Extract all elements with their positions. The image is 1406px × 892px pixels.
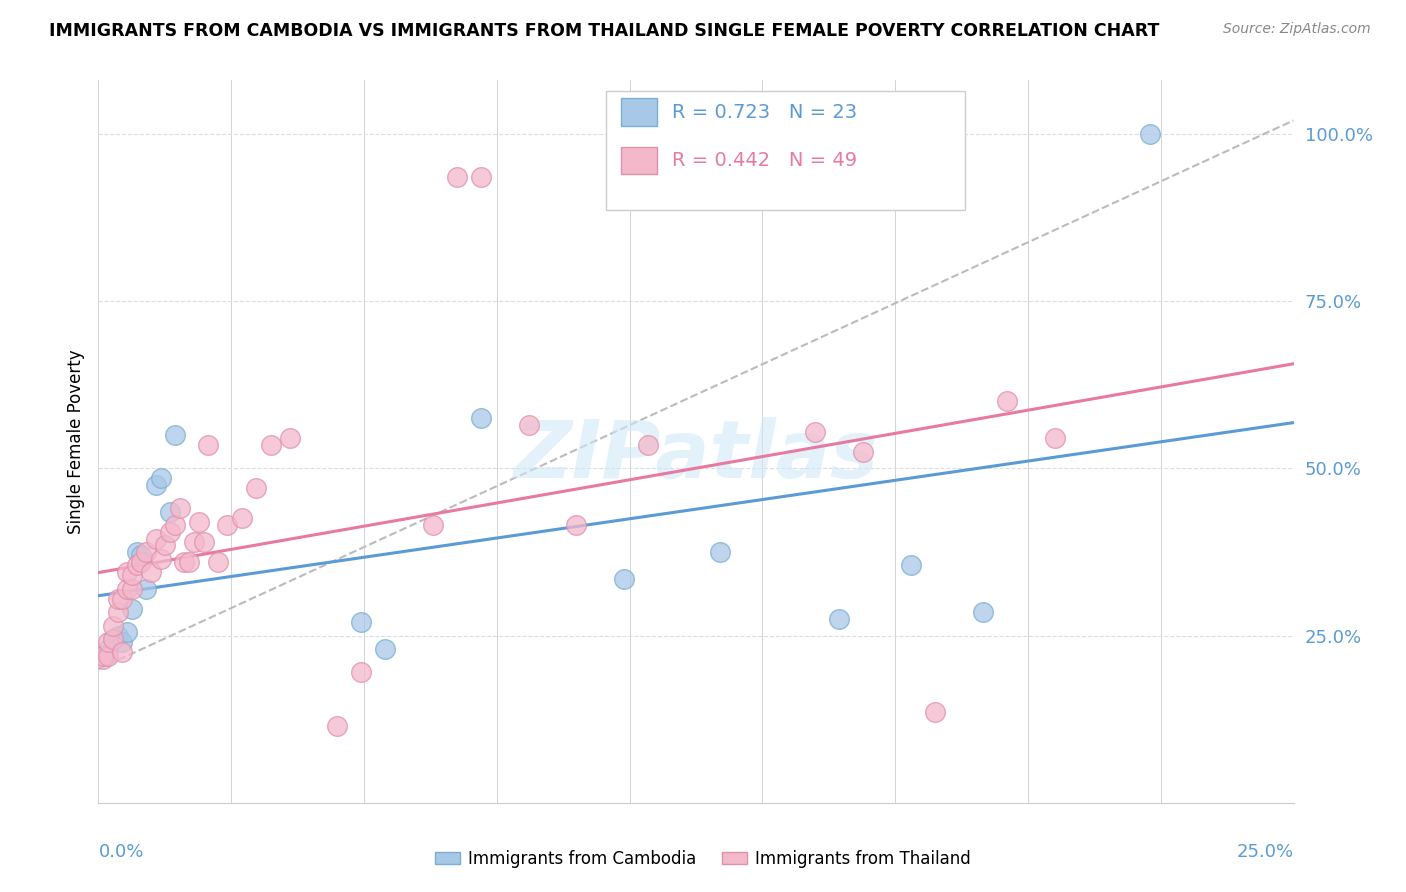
Point [135, 545, 157, 559]
Point [155, 538, 177, 552]
Text: R = 0.442   N = 49: R = 0.442 N = 49 [672, 151, 858, 170]
Point [374, 642, 396, 657]
Point [107, 591, 129, 606]
Point [97, 642, 120, 657]
Point [613, 572, 636, 586]
Legend: Immigrants from Cambodia, Immigrants from Thailand: Immigrants from Cambodia, Immigrants fro… [429, 844, 977, 875]
Point [139, 565, 162, 579]
Point [259, 438, 281, 452]
Point [115, 565, 138, 579]
Point [217, 518, 239, 533]
Point [169, 501, 191, 516]
Point [111, 645, 134, 659]
Point [135, 582, 157, 596]
Point [97, 648, 120, 663]
Point [828, 612, 851, 626]
Point [326, 719, 349, 733]
Point [197, 438, 219, 452]
Point [995, 394, 1018, 409]
Point [149, 551, 172, 566]
Text: R = 0.723   N = 23: R = 0.723 N = 23 [672, 103, 858, 121]
Point [231, 511, 253, 525]
Point [1043, 431, 1066, 445]
Point [173, 555, 195, 569]
Point [159, 524, 181, 539]
Point [121, 602, 143, 616]
Point [145, 532, 167, 546]
Point [97, 635, 120, 649]
Point [565, 518, 588, 533]
Point [125, 558, 148, 573]
Text: ZIPatlas: ZIPatlas [513, 417, 879, 495]
Point [91, 652, 114, 666]
Point [852, 444, 875, 458]
Text: Source: ZipAtlas.com: Source: ZipAtlas.com [1223, 22, 1371, 37]
Point [278, 431, 301, 445]
Point [101, 632, 124, 646]
Point [207, 555, 229, 569]
Point [900, 558, 922, 573]
Point [91, 648, 114, 663]
Point [637, 438, 659, 452]
Point [91, 648, 114, 663]
Point [159, 505, 181, 519]
Point [111, 591, 134, 606]
Point [163, 427, 186, 442]
Point [131, 548, 153, 563]
Point [804, 425, 827, 439]
Point [972, 605, 994, 619]
Point [107, 605, 129, 619]
Point [422, 518, 444, 533]
Text: IMMIGRANTS FROM CAMBODIA VS IMMIGRANTS FROM THAILAND SINGLE FEMALE POVERTY CORRE: IMMIGRANTS FROM CAMBODIA VS IMMIGRANTS F… [49, 22, 1160, 40]
Point [350, 665, 373, 680]
Point [121, 582, 143, 596]
Point [470, 411, 492, 425]
Point [115, 582, 138, 596]
Point [1139, 127, 1161, 141]
FancyBboxPatch shape [620, 147, 657, 174]
Point [101, 618, 124, 632]
Point [101, 632, 124, 646]
Point [115, 625, 138, 640]
Point [924, 706, 946, 720]
Point [470, 170, 492, 185]
FancyBboxPatch shape [606, 91, 965, 211]
Point [125, 545, 148, 559]
Point [111, 635, 134, 649]
Point [163, 518, 186, 533]
Point [179, 555, 201, 569]
Point [149, 471, 172, 485]
Point [121, 568, 143, 582]
Point [350, 615, 373, 630]
Point [245, 482, 267, 496]
Y-axis label: Single Female Poverty: Single Female Poverty [66, 350, 84, 533]
FancyBboxPatch shape [620, 98, 657, 126]
Text: 0.0%: 0.0% [98, 843, 143, 861]
Point [183, 534, 205, 549]
Point [446, 170, 468, 185]
Text: 25.0%: 25.0% [1236, 843, 1294, 861]
Point [187, 515, 209, 529]
Point [517, 417, 540, 432]
Point [709, 545, 731, 559]
Point [145, 478, 167, 492]
Point [193, 534, 215, 549]
Point [131, 555, 153, 569]
Point [107, 628, 129, 642]
